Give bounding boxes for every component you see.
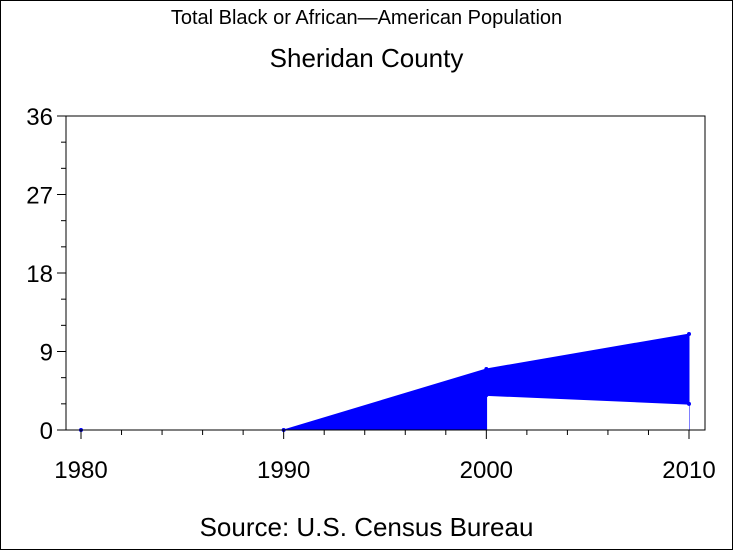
chart-axes: 0 9 18 27 36 1980 1990 2000 2010 [26, 104, 715, 484]
x-tick-label: 1990 [257, 457, 310, 484]
y-tick-label: 36 [26, 104, 53, 131]
data-point-s0-2010 [687, 332, 691, 337]
data-point-s0-2000 [484, 366, 489, 371]
x-tick-label: 2000 [460, 457, 513, 484]
data-point-s1-2000 [484, 393, 489, 398]
x-tick-label: 1980 [54, 457, 107, 484]
y-tick-label: 27 [26, 183, 53, 210]
y-tick-label: 18 [26, 261, 53, 288]
y-tick-label: 0 [40, 418, 53, 445]
chart-footnote: Source: U.S. Census Bureau [199, 512, 534, 542]
band-lower-line [486, 394, 690, 405]
chart-title: Total Black or African—American Populati… [170, 7, 563, 29]
chart-subtitle: Sheridan County [269, 43, 464, 73]
chart-marks [79, 332, 691, 432]
y-tick-label: 9 [40, 340, 53, 367]
x-tick-label: 2010 [662, 457, 715, 484]
data-point-s1-2010 [687, 401, 691, 406]
band-lower-region [486, 395, 689, 430]
